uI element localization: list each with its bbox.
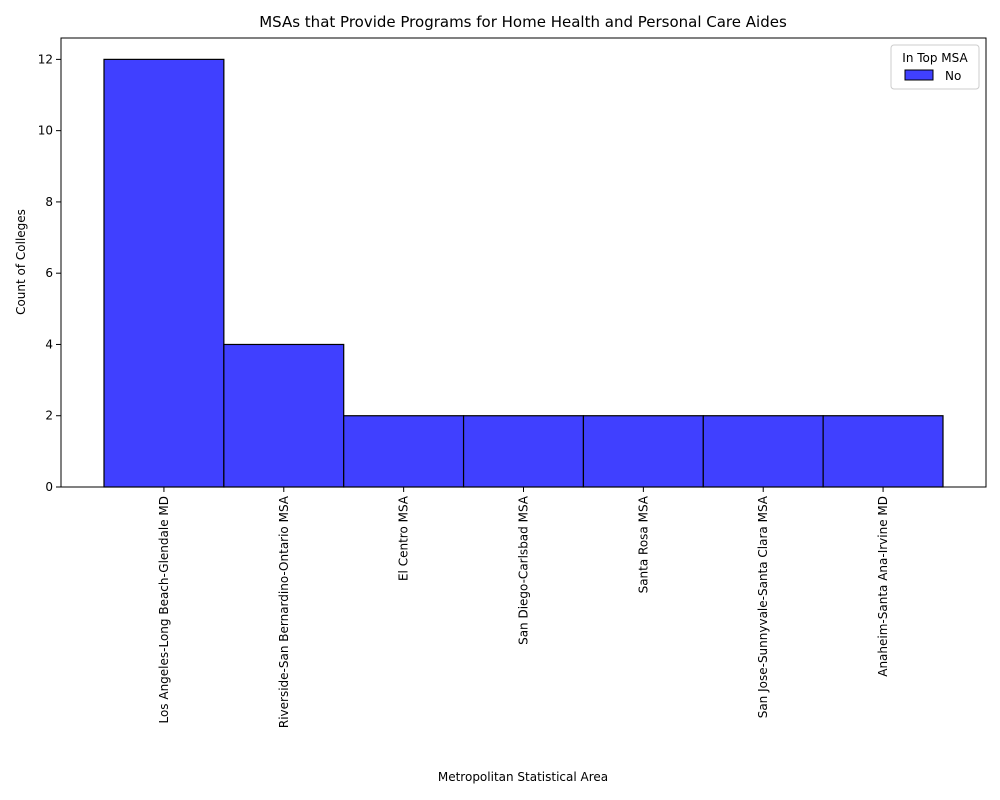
- x-tick-label-4: Santa Rosa MSA: [636, 495, 650, 593]
- y-tick-label-3: 6: [45, 266, 53, 280]
- legend: In Top MSA No: [890, 44, 980, 90]
- x-tick-label-5: San Jose-Sunnyvale-Santa Clara MSA: [756, 495, 770, 718]
- y-tick-label-5: 10: [38, 124, 53, 138]
- y-tick-label-4: 8: [45, 195, 53, 209]
- y-tick-label-1: 2: [45, 409, 53, 423]
- x-tick-label-1: Riverside-San Bernardino-Ontario MSA: [277, 495, 291, 728]
- bar-1: [223, 343, 345, 488]
- y-axis: 0 2 4 6 8 10 12: [38, 52, 61, 494]
- chart-title: MSAs that Provide Programs for Home Heal…: [259, 13, 787, 31]
- x-tick-label-2: El Centro MSA: [397, 495, 411, 581]
- y-tick-label-0: 0: [45, 480, 53, 494]
- bars-layer: [103, 58, 944, 488]
- bar-0: [103, 58, 225, 488]
- x-tick-label-3: San Diego-Carlsbad MSA: [517, 495, 531, 645]
- bar-2: [343, 415, 465, 488]
- legend-swatch: [904, 69, 934, 81]
- plot-frame: [60, 37, 987, 488]
- x-tick-label-0: Los Angeles-Long Beach-Glendale MD: [157, 496, 171, 724]
- bar-3: [462, 415, 585, 488]
- bar-6: [822, 415, 944, 488]
- x-tick-label-6: Anaheim-Santa Ana-Irvine MD: [876, 496, 890, 677]
- legend-entry-label: No: [945, 69, 961, 83]
- legend-title: In Top MSA: [902, 51, 968, 65]
- bar-4: [582, 415, 704, 488]
- y-tick-label-2: 4: [45, 337, 53, 351]
- x-axis-label: Metropolitan Statistical Area: [438, 770, 608, 784]
- y-axis-label: Count of Colleges: [14, 209, 28, 315]
- x-axis: Los Angeles-Long Beach-Glendale MD Rivers…: [157, 487, 890, 728]
- y-tick-label-6: 12: [38, 52, 53, 66]
- bar-5: [702, 415, 824, 488]
